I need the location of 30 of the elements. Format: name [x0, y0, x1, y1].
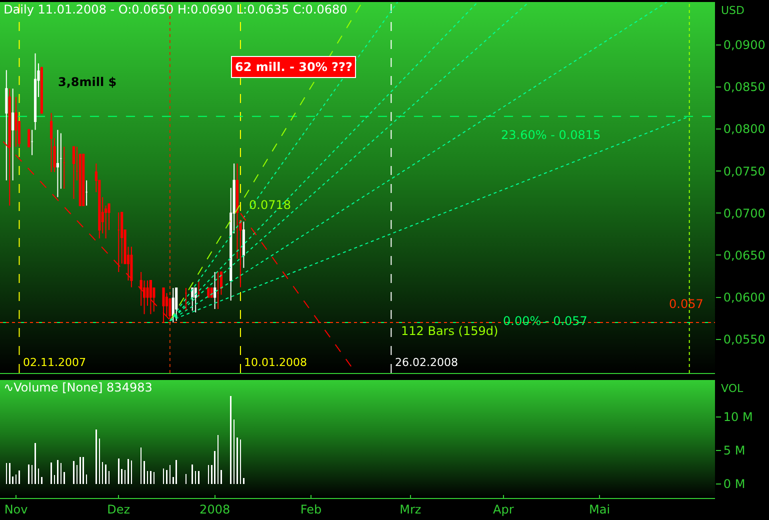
x-tick-label: Mrz: [400, 502, 422, 516]
y-axis-title: VOL: [721, 382, 744, 395]
y-tick-label: 5 M: [723, 444, 746, 458]
y-tick-label: 0,0800: [723, 122, 766, 136]
x-tick-label: 2008: [200, 502, 230, 516]
ref-line-label: 02.11.2007: [23, 356, 86, 369]
annotation: 112 Bars (159d): [401, 324, 498, 338]
y-tick-label: 10 M: [723, 410, 753, 424]
ref-line-label: 10.01.2008: [244, 356, 307, 369]
x-tick-label: Dez: [107, 502, 130, 516]
x-tick-label: Apr: [493, 502, 514, 516]
x-tick-label: Feb: [300, 502, 322, 516]
annotation: 0.0718: [249, 198, 291, 212]
y-tick-label: 0,0550: [723, 332, 766, 347]
annotation: 62 mill. - 30% ???: [235, 60, 352, 74]
y-tick-label: 0,0750: [723, 164, 766, 178]
y-tick-label: 0 M: [723, 477, 746, 492]
chart-title: ∿Volume [None] 834983: [4, 380, 152, 394]
x-tick-label: Mai: [589, 502, 610, 516]
y-tick-label: 0,0700: [723, 206, 766, 220]
y-tick-label: 0,0900: [723, 38, 766, 52]
x-tick-label: Nov: [4, 502, 28, 516]
y-tick-label: 0,0600: [723, 290, 766, 304]
y-tick-label: 0,0650: [723, 248, 766, 262]
y-tick-label: 0,0850: [723, 80, 766, 94]
annotation: 0.057: [669, 297, 704, 311]
annotation: 23.60% - 0.0815: [501, 128, 601, 142]
y-axis-title: USD: [721, 4, 745, 17]
annotation: 3,8mill $: [58, 75, 117, 89]
ref-line-label: 26.02.2008: [395, 356, 458, 369]
